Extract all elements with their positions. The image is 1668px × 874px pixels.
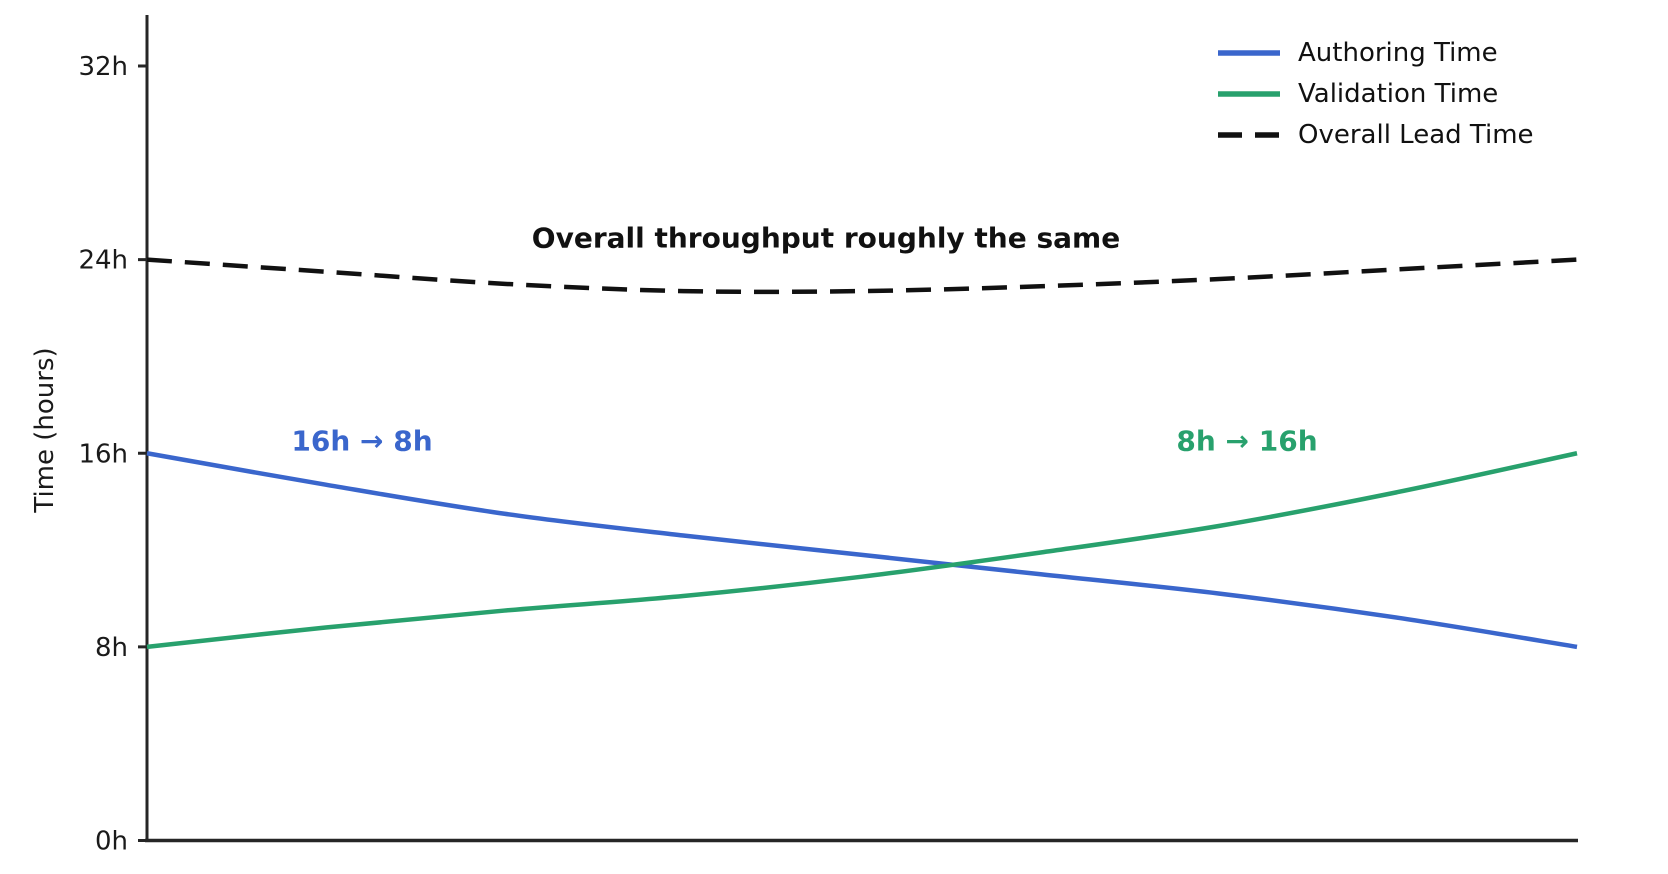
y-tick-label: 24h [78,246,128,276]
legend-label: Authoring Time [1298,38,1498,68]
legend-line-sample-lead-time [1218,132,1280,138]
y-tick-label: 8h [95,633,128,663]
y-axis-title: Time (hours) [30,347,60,513]
legend-line-sample-authoring [1218,50,1280,56]
legend-label: Overall Lead Time [1298,120,1534,150]
y-tick-label: 0h [95,827,128,857]
legend-item-authoring-time: Authoring Time [1218,38,1534,68]
y-tick-label: 16h [78,439,128,469]
annotation-overall-throughput: Overall throughput roughly the same [531,221,1121,255]
annotation-validation-change: 8h → 16h [1176,424,1318,458]
legend-line-sample-validation [1218,91,1280,97]
legend: Authoring Time Validation Time Overall L… [1218,38,1534,150]
series-line-authoring-time [146,451,1578,650]
legend-item-validation-time: Validation Time [1218,79,1534,109]
series-line-overall-lead-time [146,257,1578,295]
y-tick-label: 32h [78,52,128,82]
series-line-validation-time [146,451,1578,650]
legend-item-overall-lead-time: Overall Lead Time [1218,120,1534,150]
legend-label: Validation Time [1298,79,1499,109]
annotation-authoring-change: 16h → 8h [291,424,433,458]
